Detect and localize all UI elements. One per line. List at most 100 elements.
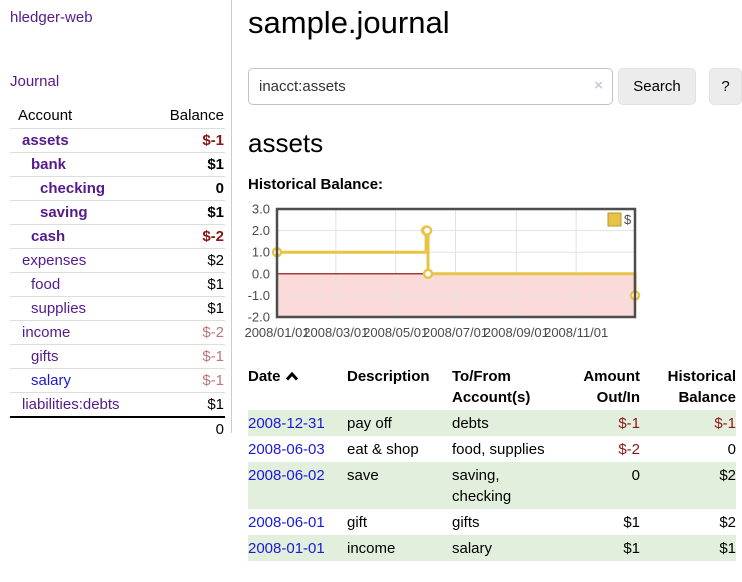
account-link[interactable]: gifts	[31, 348, 59, 365]
account-row: supplies $1	[10, 296, 225, 321]
account-row: expenses $2	[10, 248, 225, 273]
svg-text:2.0: 2.0	[252, 223, 270, 238]
account-balance: $2	[146, 248, 225, 273]
register-row: 2008-01-01 income salary $1 $1	[248, 535, 736, 561]
account-link[interactable]: salary	[31, 372, 72, 389]
transaction-accounts: saving, checking	[452, 467, 512, 505]
col-header-balance: Historical Balance	[667, 368, 736, 406]
svg-text:2008/03/01: 2008/03/01	[303, 325, 368, 340]
legend-swatch	[607, 212, 622, 227]
transaction-amount: $-2	[618, 441, 640, 458]
transaction-date-link[interactable]: 2008-06-03	[248, 441, 325, 458]
account-balance: $-2	[146, 320, 225, 345]
account-link[interactable]: liabilities:debts	[22, 396, 120, 413]
col-header-description: Description	[347, 368, 430, 385]
account-link[interactable]: expenses	[22, 252, 87, 269]
svg-text:2008/01/01: 2008/01/01	[244, 325, 309, 340]
account-balance: $-1	[146, 128, 225, 153]
transaction-date-link[interactable]: 2008-12-31	[248, 415, 325, 432]
svg-text:-1.0: -1.0	[248, 288, 270, 303]
account-row: bank $1	[10, 152, 225, 177]
account-row: saving $1	[10, 200, 225, 225]
page-title: sample.journal	[248, 5, 450, 40]
account-row: salary $-1	[10, 368, 225, 393]
transaction-date-link[interactable]: 2008-01-01	[248, 540, 325, 557]
register-row: 2008-06-01 gift gifts $1 $2	[248, 509, 736, 535]
transaction-accounts: gifts	[452, 514, 480, 531]
accounts-col-balance: Balance	[146, 104, 225, 129]
transaction-balance: $2	[719, 467, 736, 484]
accounts-total-value: 0	[146, 416, 225, 441]
search-input[interactable]	[248, 68, 613, 105]
account-link[interactable]: saving	[40, 204, 88, 221]
search-button[interactable]: Search	[618, 68, 696, 105]
account-balance: $1	[146, 392, 225, 418]
account-link[interactable]: supplies	[31, 300, 87, 317]
account-balance: $-1	[146, 344, 225, 369]
transaction-amount: 0	[631, 467, 640, 484]
transaction-description: pay off	[347, 415, 392, 432]
account-link[interactable]: assets	[22, 132, 69, 149]
legend-label: $	[624, 212, 632, 227]
transaction-balance: $1	[719, 540, 736, 557]
transaction-amount: $1	[623, 540, 640, 557]
account-balance: $-1	[146, 368, 225, 393]
svg-text:2008/05/01: 2008/05/01	[363, 325, 428, 340]
app-title-link[interactable]: hledger-web	[10, 9, 93, 26]
transaction-description: eat & shop	[347, 441, 419, 458]
account-link[interactable]: cash	[31, 228, 66, 245]
svg-text:-2.0: -2.0	[248, 310, 270, 325]
sidebar-item-journal[interactable]: Journal	[10, 73, 60, 90]
svg-text:0.0: 0.0	[252, 266, 270, 281]
search-bar: × Search ?	[248, 68, 742, 105]
register-header-row: Date Description To/From Account(s) Amou…	[248, 364, 736, 410]
account-row: gifts $-1	[10, 344, 225, 369]
accounts-table: Account Balance assets $-1 bank $1 checking 0…	[10, 104, 225, 441]
account-balance: $1	[146, 296, 225, 321]
sort-up-icon	[285, 371, 298, 381]
transaction-accounts: salary	[452, 540, 493, 557]
register-row: 2008-06-02 save saving, checking 0 $2	[248, 462, 736, 509]
sidebar: hledger-web Journal Account Balance asse…	[0, 0, 232, 441]
transaction-balance: $2	[719, 514, 736, 531]
account-balance: $-2	[146, 224, 225, 249]
account-row: food $1	[10, 272, 225, 297]
help-button[interactable]: ?	[709, 68, 742, 105]
transaction-amount: $1	[623, 514, 640, 531]
chart-section-label: Historical Balance:	[248, 176, 384, 193]
svg-text:2008/09/01: 2008/09/01	[484, 325, 549, 340]
account-link[interactable]: bank	[31, 156, 67, 173]
svg-text:3.0: 3.0	[252, 202, 270, 217]
accounts-col-account: Account	[10, 104, 147, 129]
transaction-description: save	[347, 467, 379, 484]
account-row: assets $-1	[10, 128, 225, 153]
accounts-header-row: Account Balance	[10, 104, 225, 129]
transaction-accounts: debts	[452, 415, 489, 432]
account-link[interactable]: income	[22, 324, 71, 341]
account-balance: $1	[146, 152, 225, 177]
account-row: checking 0	[10, 176, 225, 201]
account-balance: $1	[146, 272, 225, 297]
register-table: Date Description To/From Account(s) Amou…	[248, 364, 736, 561]
account-link[interactable]: checking	[40, 180, 106, 197]
svg-text:2008/07/01: 2008/07/01	[423, 325, 488, 340]
svg-text:2008/11/01: 2008/11/01	[544, 325, 608, 340]
account-row: cash $-2	[10, 224, 225, 249]
account-row: liabilities:debts $1	[10, 392, 225, 418]
historical-balance-chart: $3.0 2.0 1.0 0.0 -1.0 -2.02008/01/012008/03/0…	[244, 202, 641, 340]
transaction-description: gift	[347, 514, 368, 531]
register-row: 2008-06-03 eat & shop food, supplies $-2 0	[248, 436, 736, 462]
col-header-amount: Amount Out/In	[583, 368, 640, 406]
account-balance: $1	[146, 200, 225, 225]
account-link[interactable]: food	[31, 276, 61, 293]
main-content: sample.journal × Search ? assets Histori…	[244, 0, 742, 561]
transaction-amount: $-1	[618, 415, 640, 432]
clear-search-icon[interactable]: ×	[594, 77, 603, 94]
transaction-balance: $-1	[714, 415, 736, 432]
transaction-date-link[interactable]: 2008-06-01	[248, 514, 325, 531]
account-heading: assets	[248, 128, 324, 158]
search-input-wrap: ×	[248, 68, 613, 105]
transaction-description: income	[347, 540, 396, 557]
transaction-date-link[interactable]: 2008-06-02	[248, 467, 325, 484]
transaction-balance: 0	[727, 441, 736, 458]
